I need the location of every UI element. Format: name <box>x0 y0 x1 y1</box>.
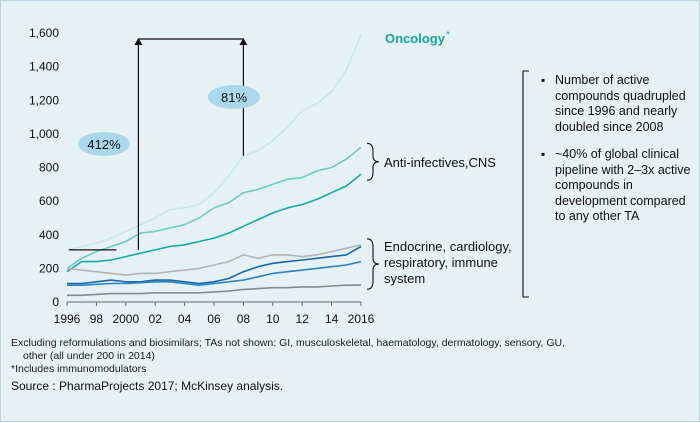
y-tick-label: 200 <box>39 261 59 275</box>
series-line <box>67 284 361 297</box>
insight-bullet: Number of active compounds quadrupled si… <box>541 73 691 135</box>
y-tick-label: 800 <box>39 161 59 175</box>
y-tick-label: 1,200 <box>29 93 59 107</box>
x-tick-label: 10 <box>266 312 280 326</box>
group-brace-anti <box>366 142 380 181</box>
series-line <box>66 173 362 273</box>
x-tick-label: 04 <box>178 312 192 326</box>
group-label-endo-line: respiratory, immune <box>384 255 498 270</box>
key-insights: Number of active compounds quadrupled si… <box>541 73 691 237</box>
series-line <box>67 260 362 287</box>
group-label-endo-line: system <box>384 271 425 286</box>
series-line <box>66 146 362 270</box>
x-tick-label: 06 <box>207 312 221 326</box>
growth-bubble-81 <box>208 85 260 109</box>
series-line <box>67 245 362 285</box>
y-tick-label: 1,600 <box>29 26 59 40</box>
y-tick-label: 400 <box>39 228 59 242</box>
footnote-line: Excluding reformulations and biosimilars… <box>11 337 566 349</box>
x-tick-label: 14 <box>325 312 339 326</box>
arrow-head-icon <box>134 38 143 45</box>
source-note: Source : PharmaProjects 2017; McKinsey a… <box>11 379 284 393</box>
series-line <box>66 244 362 276</box>
x-tick-label: 12 <box>296 312 310 326</box>
x-tick-label: 98 <box>90 312 104 326</box>
y-tick-label: 1,000 <box>29 127 59 141</box>
axis-layer: 0 200 400 600 800 1,000 1,200 1,400 1,600 1996 98 2… <box>29 26 375 326</box>
oncology-label: Oncology <box>385 31 446 46</box>
insight-bracket <box>522 70 529 298</box>
x-tick-label: 2000 <box>112 312 139 326</box>
x-tick-label: 1996 <box>54 312 81 326</box>
annotation-layer: Oncology * 412% 81% Anti-infectives,CNS Endoc… <box>69 30 529 298</box>
x-tick-label: 2016 <box>348 312 375 326</box>
oncology-asterisk: * <box>446 30 450 41</box>
growth-bubble-412 <box>78 132 130 156</box>
arrow-head-icon <box>239 38 248 45</box>
growth-label-81: 81% <box>221 90 247 105</box>
growth-label-412: 412% <box>87 137 121 152</box>
footnote-line: other (all under 200 in 2014) <box>23 350 155 362</box>
y-tick-label: 600 <box>39 194 59 208</box>
series-line <box>66 34 362 251</box>
group-label-endo-line: Endocrine, cardiology, <box>384 239 512 254</box>
group-label-anti: Anti-infectives,CNS <box>384 155 496 170</box>
y-tick-label: 0 <box>52 295 59 309</box>
group-brace-endo <box>366 238 380 290</box>
y-tick-label: 1,400 <box>29 60 59 74</box>
x-tick-label: 08 <box>237 312 251 326</box>
insight-bullet: ~40% of global clinical pipeline with 2–… <box>541 147 691 225</box>
footnote-line: *Includes immunomodulators <box>11 363 147 375</box>
x-tick-label: 02 <box>149 312 163 326</box>
series-layer <box>66 34 362 297</box>
